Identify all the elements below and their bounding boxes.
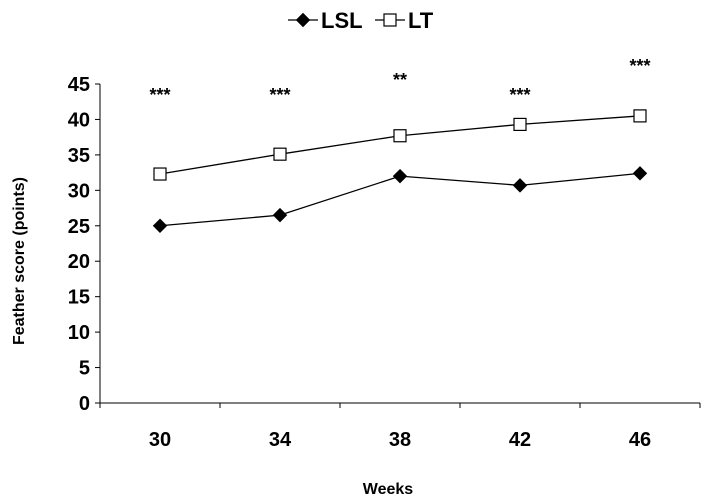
legend-label: LSL <box>321 8 363 33</box>
x-tick-label: 30 <box>149 429 171 451</box>
series-line-lt <box>159 115 641 175</box>
data-point-lt <box>273 147 287 161</box>
x-tick-label: 38 <box>389 429 411 451</box>
series-lsl <box>152 166 648 233</box>
x-tick-label: 46 <box>629 429 651 451</box>
legend-item-lt: LT <box>375 8 434 33</box>
x-tick-label: 34 <box>269 429 292 451</box>
data-point-lt <box>633 109 647 123</box>
y-tick-label: 45 <box>68 74 90 96</box>
y-tick-label: 5 <box>79 358 90 380</box>
y-tick-label: 25 <box>68 216 90 238</box>
legend: LSL LT <box>288 8 434 33</box>
data-point-lt <box>393 129 407 143</box>
significance-label: *** <box>149 85 170 105</box>
legend-label: LT <box>408 8 434 33</box>
y-tick-label: 0 <box>79 393 90 415</box>
y-tick-label: 15 <box>68 287 90 309</box>
data-point-lsl <box>152 218 168 233</box>
data-point-lt <box>153 167 167 181</box>
data-point-lsl <box>272 207 288 223</box>
y-tick-label: 20 <box>68 251 90 273</box>
data-point-lsl <box>632 166 648 181</box>
legend-marker <box>383 13 397 27</box>
y-tick-label: 10 <box>68 322 90 344</box>
significance-label: *** <box>509 85 530 105</box>
y-axis-title: Feather score (points) <box>11 177 28 345</box>
data-point-lsl <box>512 178 528 193</box>
data-point-lsl <box>392 168 408 184</box>
significance-label: *** <box>269 85 290 105</box>
series-group <box>152 109 648 233</box>
series-lt <box>153 109 647 181</box>
legend-item-lsl: LSL <box>288 8 363 33</box>
data-point-lt <box>513 117 527 132</box>
legend-marker <box>295 12 311 28</box>
y-tick-label: 30 <box>68 180 90 202</box>
x-axis-title: Weeks <box>363 481 414 498</box>
y-tick-label: 35 <box>68 145 90 167</box>
significance-label: *** <box>629 56 650 76</box>
significance-label: ** <box>393 70 407 90</box>
axes: 0 5 10 15 20 25 30 35 40 45 30 34 38 42 46 <box>68 74 701 451</box>
x-tick-label: 42 <box>509 429 531 451</box>
y-tick-label: 40 <box>68 109 90 131</box>
significance-annotations: *** *********** <box>149 56 650 105</box>
